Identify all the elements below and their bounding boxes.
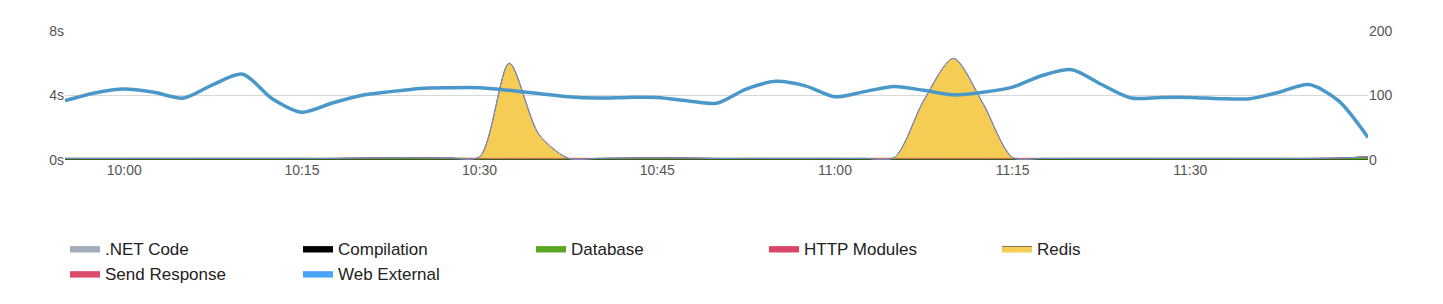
- svg-text:0s: 0s: [49, 152, 64, 168]
- svg-text:11:15: 11:15: [996, 162, 1030, 178]
- svg-text:11:00: 11:00: [818, 162, 852, 178]
- svg-text:Web External: Web External: [338, 265, 440, 284]
- svg-text:10:15: 10:15: [284, 162, 319, 178]
- svg-text:Compilation: Compilation: [338, 240, 428, 259]
- svg-text:10:45: 10:45: [640, 162, 675, 178]
- svg-text:.NET Code: .NET Code: [105, 240, 189, 259]
- svg-text:11:30: 11:30: [1173, 162, 1207, 178]
- svg-text:10:30: 10:30: [462, 162, 497, 178]
- svg-text:10:00: 10:00: [107, 162, 142, 178]
- svg-text:0: 0: [1369, 152, 1377, 168]
- svg-text:Send Response: Send Response: [105, 265, 226, 284]
- svg-text:Redis: Redis: [1037, 240, 1080, 259]
- svg-text:200: 200: [1369, 23, 1393, 39]
- svg-text:HTTP Modules: HTTP Modules: [804, 240, 917, 259]
- svg-text:100: 100: [1369, 87, 1393, 103]
- svg-text:8s: 8s: [49, 23, 64, 39]
- svg-text:Database: Database: [571, 240, 644, 259]
- svg-text:4s: 4s: [49, 87, 64, 103]
